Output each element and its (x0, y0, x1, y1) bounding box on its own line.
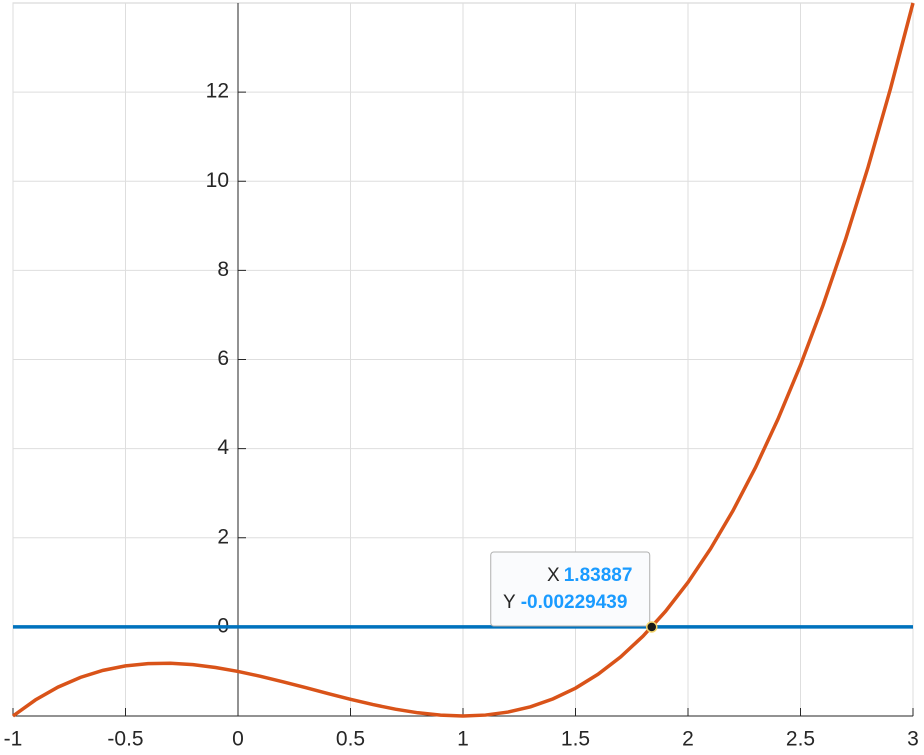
y-tick-label: 2 (217, 525, 229, 548)
datatip-x: 1.83887 (564, 565, 633, 586)
datatip-y-label: Y (503, 592, 516, 613)
y-tick-label: 12 (206, 80, 229, 103)
x-tick-label: 1 (457, 728, 469, 750)
datatip: X 1.83887 Y -0.00229439 (490, 551, 651, 627)
datatip-y: -0.00229439 (521, 592, 628, 613)
x-tick-label: 2.5 (786, 728, 815, 750)
x-tick-label: 0.5 (336, 728, 365, 750)
datatip-box (490, 551, 651, 627)
datatip-point (645, 621, 658, 633)
y-tick-label: 6 (217, 347, 229, 370)
y-tick-label: 4 (217, 436, 229, 459)
data-line (11, 2, 915, 718)
x-tick-label: 2 (682, 728, 694, 750)
x-tick-label: 0 (232, 728, 244, 750)
datatip-x-label: X (547, 565, 560, 586)
x-tick-label: -1 (4, 728, 23, 750)
x-tick-label: 3 (907, 728, 919, 750)
y-tick-label: 8 (217, 258, 229, 281)
x-tick-label: 1.5 (561, 728, 590, 750)
y-tick-label: 10 (206, 169, 229, 192)
x-tick-label: -0.5 (107, 728, 143, 750)
